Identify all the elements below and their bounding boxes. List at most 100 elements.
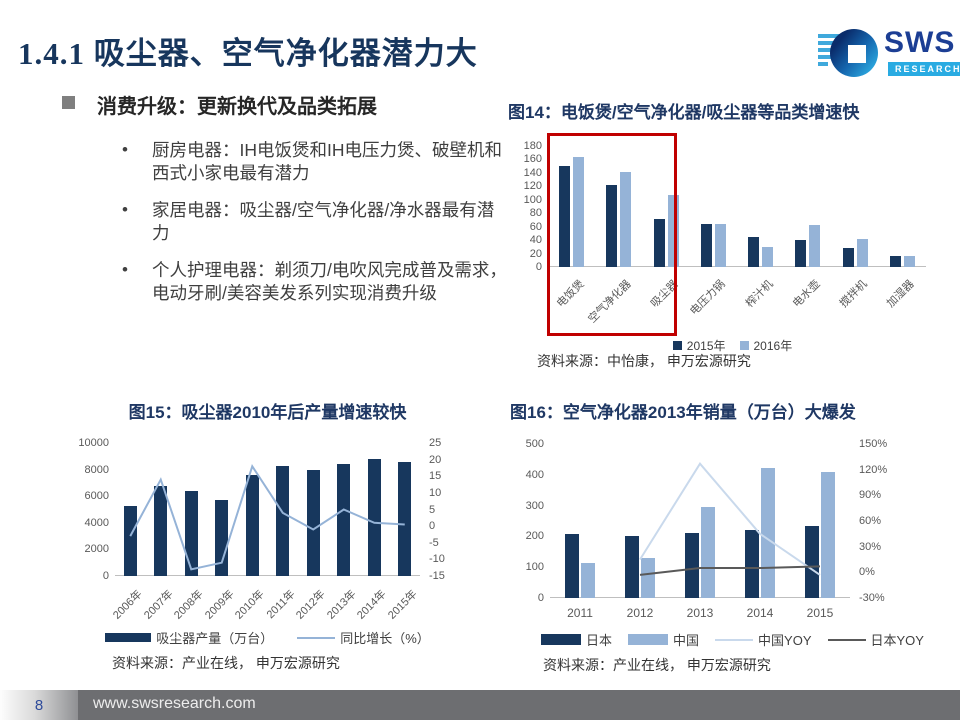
- legend-line-swatch-icon: [297, 636, 336, 639]
- figure-15-legend: 吸尘器产量（万台） 同比增长（%）: [60, 628, 475, 647]
- bar-吸尘器产量（万台）-2013年: [337, 464, 351, 576]
- bar-日本-2011: [565, 534, 579, 598]
- bullet-text: 家居电器：吸尘器/空气净化器/净水器最有潜力: [152, 200, 495, 244]
- x-axis-label-2013: 2013: [686, 606, 714, 620]
- bar-中国-2015: [821, 472, 835, 598]
- logo-stripe: [818, 48, 836, 52]
- bullet-dot-icon: •: [122, 140, 128, 159]
- figure-16: 图16：空气净化器2013年销量（万台）大爆发 0 100 200 300 400 500…: [505, 395, 960, 685]
- legend-item-中国: 中国: [628, 630, 699, 649]
- bullet-text: 个人护理电器：剃须刀/电吹风完成普及需求，电动牙刷/美容美发系列实现消费升级: [152, 260, 507, 304]
- legend-label: 中国YOY: [758, 633, 812, 648]
- y-axis-tick-left: 0: [537, 592, 544, 604]
- y-axis-tick-left: 160: [523, 153, 542, 166]
- bar-中国-2014: [761, 468, 775, 598]
- x-axis-label-2014: 2014: [746, 606, 774, 620]
- legend-label: 日本: [586, 633, 613, 648]
- figure-14-title: 图14：电饭煲/空气净化器/吸尘器等品类增速快: [508, 103, 860, 122]
- legend-swatch-icon: [672, 341, 682, 350]
- footer-url: www.swsresearch.com: [93, 695, 256, 712]
- legend-item-2016年: 2016年: [739, 337, 793, 354]
- figure-16-chart: 0 100 200 300 400 500 -30% 0% 30% 60% 90% 120% 150% 2…: [505, 395, 960, 685]
- bar-2015年-榨汁机: [748, 236, 760, 267]
- page-number: 8: [0, 690, 78, 720]
- y-axis-tick-left: 120: [523, 180, 542, 193]
- legend-swatch-icon: [105, 633, 152, 642]
- bullet-dot-icon: •: [122, 200, 128, 220]
- bar-2015年-电水壶: [795, 240, 807, 267]
- y-axis-tick-left: 400: [525, 468, 544, 481]
- bar-日本-2014: [745, 530, 759, 598]
- y-axis-tick-left: 500: [525, 438, 544, 450]
- logo-globe-icon: [830, 29, 878, 77]
- figure-15-chart: 0 2000 4000 6000 8000 10000 -15 -10 -5 0 5 10 15 20 25…: [60, 395, 475, 685]
- bullet-item-3: • 个人护理电器：剃须刀/电吹风完成普及需求，电动牙刷/美容美发系列实现消费升级: [122, 259, 510, 305]
- y-axis-tick-left: 300: [525, 499, 544, 512]
- legend-swatch-icon: [628, 634, 669, 645]
- bar-2015年-搅拌机: [842, 248, 854, 267]
- bar-2015年-吸尘器: [653, 219, 665, 267]
- sws-logo: SWS RESEARCH: [818, 26, 960, 82]
- legend-item-日本YOY: 日本YOY: [827, 630, 924, 649]
- legend-item-中国YOY: 中国YOY: [715, 630, 812, 649]
- y-axis-tick-right: -10: [429, 553, 445, 566]
- bar-日本-2012: [625, 536, 639, 598]
- figure-14-chart: 0 20 40 60 80 100 120 140 160 180 电饭煲 空气净化器 吸尘器 电压力锅榨…: [505, 96, 960, 382]
- bar-2016年-榨汁机: [762, 246, 774, 267]
- x-axis-label-2015: 2015: [806, 606, 834, 620]
- y-axis-tick-left: 10000: [78, 437, 109, 449]
- logo-square-icon: [848, 45, 866, 63]
- y-axis-tick-right: -5: [429, 536, 439, 549]
- legend-label: 2016年: [753, 339, 793, 353]
- figure-15-title: 图15：吸尘器2010年后产量增速较快: [128, 403, 407, 422]
- legend-label: 吸尘器产量（万台）: [156, 631, 274, 646]
- fig16-plot-area: [550, 444, 850, 598]
- y-axis-tick-right: 90%: [859, 489, 882, 502]
- line-同比增长（%）: [129, 463, 405, 571]
- y-axis-tick-left: 4000: [84, 516, 109, 529]
- y-axis-tick-right: 20: [429, 453, 442, 466]
- bar-2015年-空气净化器: [606, 184, 618, 267]
- y-axis-tick-left: 2000: [84, 543, 109, 556]
- bar-中国-2013: [701, 507, 715, 598]
- bar-日本-2013: [685, 533, 699, 598]
- logo-stripe: [818, 41, 840, 45]
- logo-text: SWS: [884, 26, 956, 59]
- logo-stripe: [818, 62, 828, 66]
- y-axis-tick-left: 100: [525, 561, 544, 574]
- fig15-lines: [129, 463, 405, 571]
- figure-14-legend: 2015年 2016年: [505, 337, 960, 354]
- fig15-plot-area: [115, 443, 420, 576]
- y-axis-tick-right: -30%: [859, 592, 885, 604]
- logo-stripe: [818, 55, 832, 59]
- bar-中国-2012: [641, 557, 655, 598]
- x-axis-label-2011: 2011: [567, 606, 593, 620]
- y-axis-tick-left: 200: [525, 530, 544, 543]
- bar-吸尘器产量（万台）-2014年: [367, 458, 381, 576]
- bar-中国-2011: [581, 563, 595, 598]
- y-axis-tick-right: 15: [429, 470, 442, 483]
- bar-吸尘器产量（万台）-2009年: [215, 500, 229, 576]
- y-axis-tick-right: 5: [429, 503, 436, 516]
- legend-label: 同比增长（%）: [340, 631, 430, 646]
- slide-footer: 8 www.swsresearch.com: [0, 690, 960, 720]
- bullet-dot-icon: •: [122, 260, 128, 280]
- square-bullet-icon: [62, 96, 75, 109]
- bullet-item-1: • 厨房电器：IH电饭煲和IH电压力煲、破壁机和西式小家电最有潜力: [122, 139, 510, 185]
- legend-item-2015年: 2015年: [672, 337, 726, 354]
- figure-16-legend: 日本 中国 中国YOY 日本YOY: [505, 630, 960, 649]
- red-highlight-box: [547, 133, 677, 336]
- y-axis-tick-left: 20: [529, 247, 542, 260]
- legend-item-同比增长（%）: 同比增长（%）: [297, 628, 430, 647]
- legend-line-swatch-icon: [715, 638, 754, 641]
- bar-2015年-电饭煲: [559, 166, 571, 267]
- page-title: 1.4.1 吸尘器、空气净化器潜力大: [18, 36, 478, 71]
- line-日本YOY: [639, 565, 821, 576]
- bullet-item-2: • 家居电器：吸尘器/空气净化器/净水器最有潜力: [122, 199, 510, 245]
- y-axis-tick-left: 60: [529, 220, 542, 233]
- figure-15-source: 资料来源：产业在线， 申万宏源研究: [112, 655, 340, 671]
- legend-swatch-icon: [541, 634, 582, 645]
- y-axis-tick-left: 180: [523, 140, 542, 152]
- line-中国YOY: [639, 461, 821, 576]
- y-axis-tick-right: 25: [429, 437, 442, 449]
